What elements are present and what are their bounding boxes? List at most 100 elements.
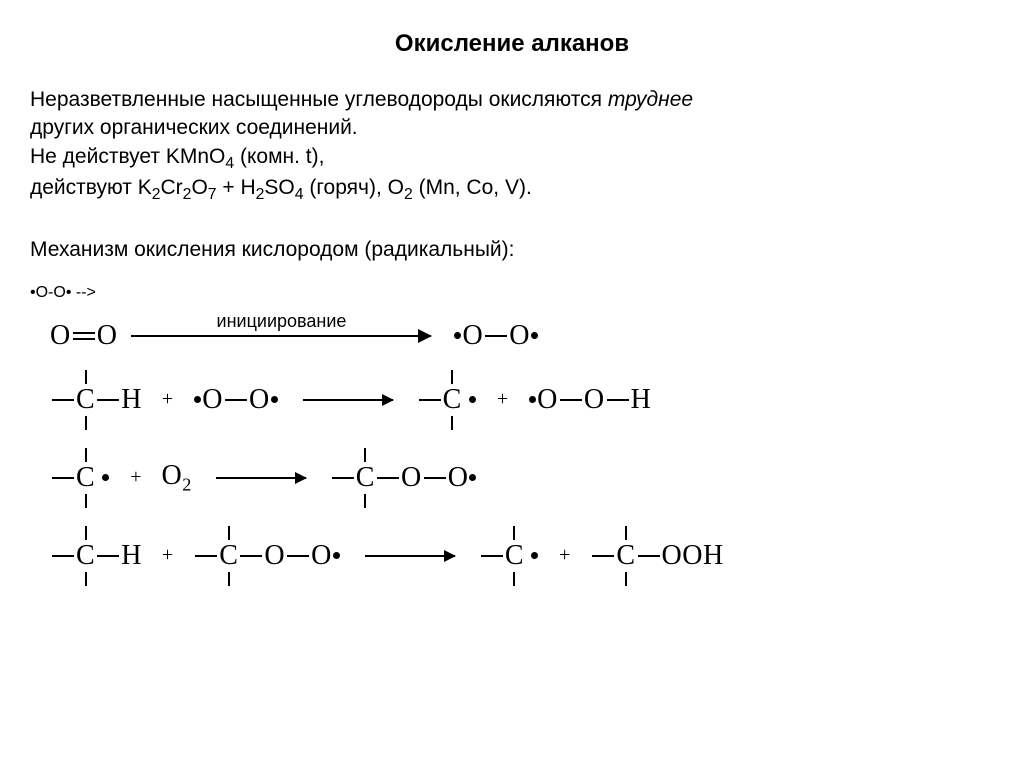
atom-O: O (584, 384, 605, 416)
single-bond-icon (287, 555, 309, 557)
equation-block: •O-O• --> O O инициирование O O C (30, 284, 994, 586)
atom-O: O (202, 384, 223, 416)
carbon-fragment: C (616, 540, 635, 572)
vertical-bond-icon (85, 494, 87, 508)
page-title: Окисление алканов (30, 30, 994, 58)
product-OOH-radical: O O H (528, 384, 651, 416)
reactant-C-radical: C (50, 448, 110, 508)
vertical-bond-icon (625, 572, 627, 586)
single-bond-icon (377, 477, 399, 479)
product-C-radical: C (417, 370, 477, 430)
eq-propagation-3: C H + C O O C (50, 526, 994, 586)
product-C-radical-2: C (479, 526, 539, 586)
atom-H: H (121, 540, 142, 572)
carbon-fragment: C (505, 540, 524, 572)
single-bond-icon (485, 335, 507, 337)
arrow-initiation-label: инициирование (217, 311, 347, 332)
atom-O: O (509, 320, 530, 352)
intro-paragraph: Неразветвленные насыщенные углеводороды … (30, 86, 994, 206)
atom-C: C (76, 540, 95, 571)
single-bond-icon (592, 555, 614, 557)
atom-O: O (401, 462, 422, 494)
atom-O: O (537, 384, 558, 416)
vertical-bond-icon (85, 572, 87, 586)
mechanism-heading: Механизм окисления кислородом (радикальн… (30, 236, 994, 264)
reactant-CH-2: C H (50, 526, 142, 586)
atom-OOH: OOH (662, 540, 724, 572)
atom-O: O (448, 462, 469, 494)
vertical-bond-icon (513, 572, 515, 586)
vertical-bond-icon (451, 416, 453, 430)
single-bond-icon (607, 399, 629, 401)
double-bond-icon (73, 331, 95, 341)
single-bond-icon (424, 477, 446, 479)
p3-oxidizers: действуют K2Cr2O7 + H2SO4 (горяч), O2 (M… (30, 176, 532, 199)
vertical-bond-icon (228, 572, 230, 586)
carbon-fragment: C (76, 384, 95, 416)
single-bond-icon (638, 555, 660, 557)
p1-part2: других органических соединений. (30, 116, 358, 139)
single-bond-icon (332, 477, 354, 479)
atom-C: C (505, 540, 524, 571)
atom-C: C (443, 384, 462, 415)
intro-line-1b: других органических соединений. (30, 114, 994, 142)
vertical-bond-icon (625, 526, 627, 540)
atom-O-right: O (97, 320, 118, 352)
atom-O: O (462, 320, 483, 352)
intro-line-1: Неразветвленные насыщенные углеводороды … (30, 86, 994, 114)
atom-O-left: O (50, 320, 71, 352)
vertical-bond-icon (85, 526, 87, 540)
single-bond-icon (52, 477, 74, 479)
carbon-fragment: C (443, 384, 462, 416)
atom-C: C (76, 384, 95, 415)
atom-O2: O2 (161, 460, 191, 496)
radical-dot-icon (531, 332, 538, 339)
atom-O: O (249, 384, 270, 416)
radical-dot-icon (469, 396, 476, 403)
eq-propagation-1: C H + O O C + O (50, 370, 994, 430)
atom-H: H (121, 384, 142, 416)
p2-kmno4: Не действует KMnO4 (комн. t), (30, 145, 324, 168)
vertical-bond-icon (85, 416, 87, 430)
vertical-bond-icon (85, 370, 87, 384)
radical-dot-icon (469, 474, 476, 481)
plus-sign: + (156, 388, 179, 411)
reactant-COO-radical: C O O (193, 526, 341, 586)
plus-sign: + (156, 544, 179, 567)
atom-C: C (616, 540, 635, 571)
arrow-initiation: инициирование (131, 335, 431, 337)
carbon-fragment: C (219, 540, 238, 572)
reaction-arrow (216, 477, 306, 479)
radical-dot-icon (333, 552, 340, 559)
vertical-bond-icon (228, 526, 230, 540)
p1-part1: Неразветвленные насыщенные углеводороды … (30, 88, 608, 111)
radical-dot-icon (529, 396, 536, 403)
reaction-arrow (365, 555, 455, 557)
atom-O: O (311, 540, 332, 572)
single-bond-icon (225, 399, 247, 401)
plus-sign: + (124, 466, 147, 489)
carbon-fragment: C (76, 462, 95, 494)
product-COOH: C OOH (590, 526, 723, 586)
radical-dot-icon (271, 396, 278, 403)
plus-sign: + (553, 544, 576, 567)
radical-dot-icon (531, 552, 538, 559)
single-bond-icon (52, 555, 74, 557)
reactant-O2: O2 (161, 460, 191, 496)
plus-sign: + (491, 388, 514, 411)
atom-O: O (264, 540, 285, 572)
eq-propagation-2: C + O2 C O O (50, 448, 994, 508)
single-bond-icon (97, 555, 119, 557)
p1-italic: труднее (608, 88, 693, 111)
single-bond-icon (240, 555, 262, 557)
reactant-O2-molecule: O O (50, 320, 117, 352)
atom-C: C (219, 540, 238, 571)
single-bond-icon (419, 399, 441, 401)
reactant-CH: C H (50, 370, 142, 430)
radical-dot-icon (102, 474, 109, 481)
atom-C: C (76, 462, 95, 493)
vertical-bond-icon (364, 494, 366, 508)
vertical-bond-icon (85, 448, 87, 462)
single-bond-icon (195, 555, 217, 557)
reaction-arrow (303, 399, 393, 401)
